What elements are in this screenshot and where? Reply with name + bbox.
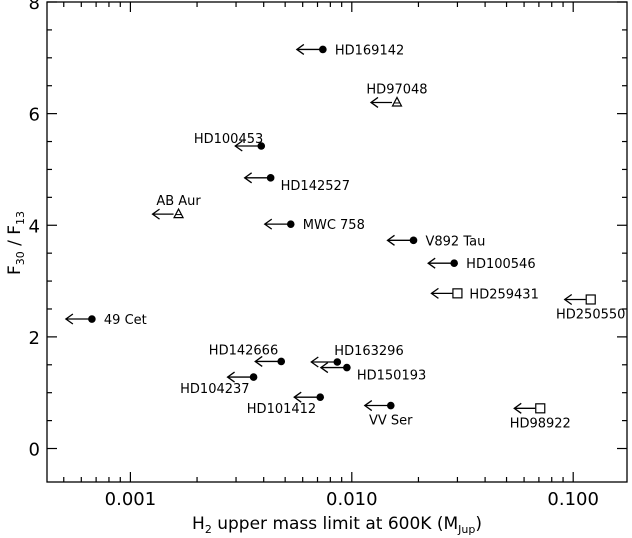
arrow-head: [319, 362, 329, 374]
arrow-head: [254, 355, 263, 367]
arrow-head: [234, 140, 243, 152]
arrow-head: [243, 172, 253, 184]
y-axis-title: F30 / F13: [5, 211, 27, 275]
arrow-head: [430, 287, 439, 299]
point-hd101412: HD101412: [247, 391, 325, 417]
point-mwc-758: MWC 758: [263, 218, 365, 233]
point-hd98922: HD98922: [510, 402, 571, 431]
point-49-cet: 49 Cet: [64, 313, 147, 328]
filled-circle-marker: [333, 358, 342, 366]
point-label: HD104237: [180, 382, 249, 397]
point-hd250550: HD250550: [556, 293, 625, 322]
point-label: HD97048: [366, 82, 427, 97]
data-points: HD169142 HD97048 HD100453 HD142527 AB Aur MWC…: [64, 43, 625, 431]
point-label: HD142666: [209, 343, 278, 358]
arrow-head: [563, 293, 573, 306]
plot-frame: [46, 1, 628, 483]
x-tick-label: 0.001: [105, 489, 157, 510]
point-label: HD163296: [334, 344, 403, 359]
x-axis-title: H2 upper mass limit at 600K (MJup): [192, 514, 482, 536]
point-hd142527: HD142527: [243, 172, 350, 194]
x-axis: 0.001 0.010 0.100: [63, 2, 599, 510]
point-label: 49 Cet: [104, 313, 147, 328]
point-hd142666: HD142666: [209, 343, 286, 367]
filled-circle-marker: [316, 393, 325, 401]
arrow-head: [64, 313, 74, 325]
filled-circle-marker: [266, 174, 275, 182]
arrow-head: [363, 400, 373, 412]
filled-circle-marker: [386, 401, 395, 410]
open-square-marker: [452, 288, 463, 299]
filled-circle-marker: [249, 373, 258, 381]
point-hd169142: HD169142: [295, 43, 404, 58]
arrow-head: [295, 43, 305, 55]
y-axis: 0 2 4 6 8: [29, 0, 627, 461]
x-tick-label: 0.010: [326, 489, 378, 510]
y-tick-label: 6: [29, 105, 40, 126]
point-label: V892 Tau: [426, 234, 486, 249]
open-square-marker: [535, 403, 546, 414]
arrow-head: [310, 356, 319, 368]
point-hd150193: HD150193: [319, 362, 426, 384]
point-hd100546: HD100546: [427, 257, 536, 272]
y-tick-label: 0: [29, 440, 40, 461]
y-tick-label: 2: [29, 328, 40, 349]
point-label: HD101412: [247, 402, 316, 417]
filled-circle-marker: [277, 357, 286, 366]
point-hd100453: HD100453: [194, 132, 266, 152]
filled-circle-marker: [88, 315, 96, 323]
point-hd97048: HD97048: [366, 82, 428, 108]
filled-circle-marker: [409, 236, 418, 245]
arrow-head: [427, 257, 436, 269]
arrow-head: [263, 218, 273, 230]
y-tick-label: 4: [29, 216, 40, 237]
point-label: HD142527: [281, 179, 350, 194]
point-label: MWC 758: [303, 218, 365, 233]
arrow-head: [151, 208, 160, 220]
filled-circle-marker: [286, 220, 295, 228]
arrow-head: [386, 234, 395, 246]
filled-circle-marker: [450, 259, 458, 268]
point-v892-tau: V892 Tau: [386, 234, 486, 249]
open-triangle-marker: [173, 207, 185, 219]
open-triangle-marker: [391, 96, 403, 107]
point-label: HD169142: [335, 43, 404, 58]
point-hd163296: HD163296: [310, 344, 404, 368]
point-label: HD150193: [357, 369, 426, 384]
arrow-head: [293, 391, 302, 403]
point-label: HD250550: [556, 307, 625, 322]
point-label: VV Ser: [369, 414, 413, 429]
filled-circle-marker: [257, 142, 266, 150]
x-tick-label: 0.100: [547, 489, 599, 510]
arrow-head: [369, 96, 379, 108]
y-tick-label: 8: [29, 0, 40, 14]
point-vv-ser: VV Ser: [363, 400, 413, 429]
open-square-marker: [585, 294, 596, 305]
arrow-head: [226, 371, 235, 383]
point-hd259431: HD259431: [430, 287, 539, 302]
point-ab-aur: AB Aur: [151, 194, 201, 220]
arrow-head: [513, 402, 522, 414]
point-label: HD100546: [466, 257, 535, 272]
filled-circle-marker: [319, 45, 327, 54]
point-label: AB Aur: [156, 194, 201, 209]
point-label: HD100453: [194, 132, 263, 147]
point-label: HD259431: [469, 287, 538, 302]
filled-circle-marker: [343, 363, 351, 372]
point-hd104237: HD104237: [180, 371, 258, 397]
point-label: HD98922: [510, 416, 571, 431]
